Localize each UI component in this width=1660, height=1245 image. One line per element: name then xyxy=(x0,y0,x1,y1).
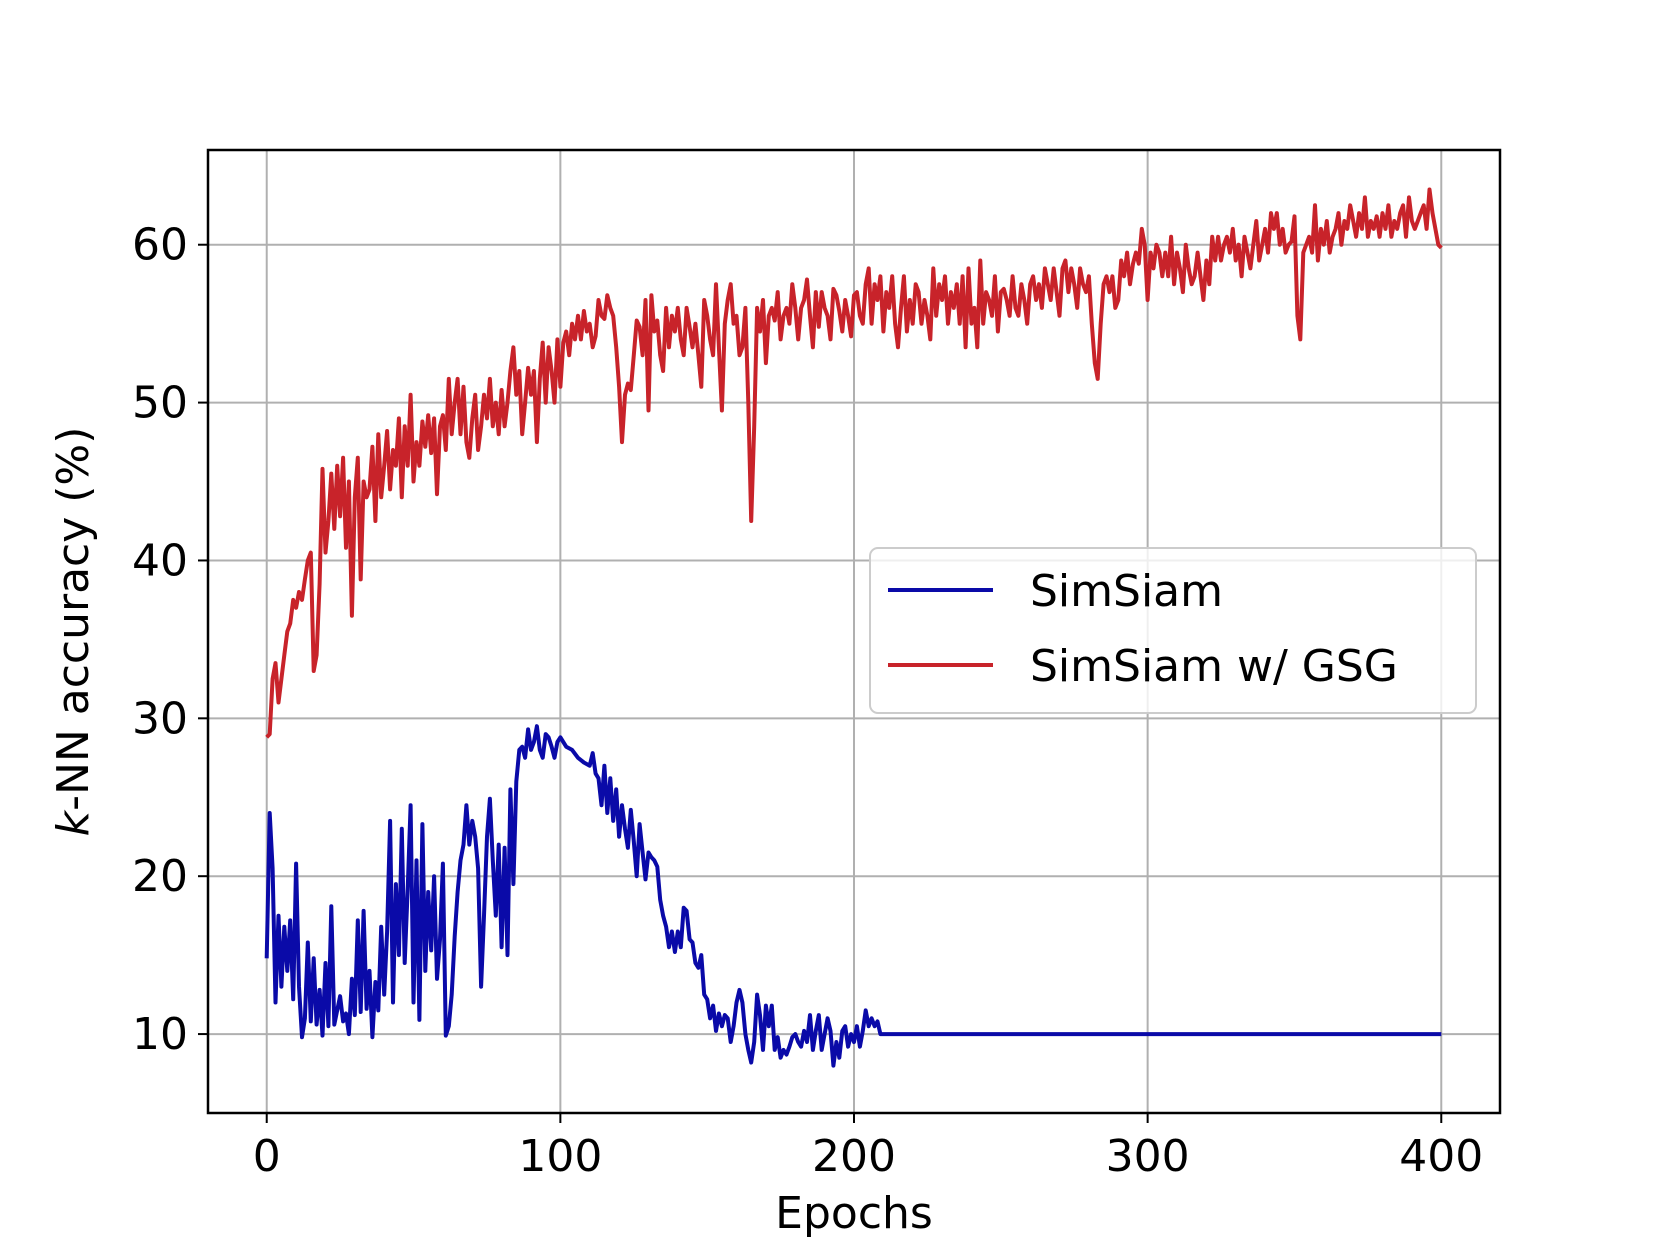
series-line-simsiam-gsg xyxy=(265,187,1443,739)
y-axis-label-rest: -NN accuracy (%) xyxy=(48,427,99,811)
y-tick-label: 30 xyxy=(132,693,188,744)
x-axis-ticks: 0 100 200 300 400 xyxy=(253,1113,1483,1182)
x-tick-label: 300 xyxy=(1106,1131,1190,1182)
x-tick-label: 200 xyxy=(812,1131,896,1182)
x-tick-label: 400 xyxy=(1399,1131,1483,1182)
series-lines xyxy=(264,187,1443,1068)
x-tick-label: 0 xyxy=(253,1131,281,1182)
x-tick-label: 100 xyxy=(518,1131,602,1182)
y-tick-label: 10 xyxy=(132,1009,188,1060)
y-axis-label-italic: k xyxy=(48,809,99,836)
legend-label-simsiam-gsg: SimSiam w/ GSG xyxy=(1030,641,1398,692)
legend-box xyxy=(869,547,1477,714)
y-axis-label: k-NN accuracy (%) xyxy=(48,427,99,837)
y-tick-label: 40 xyxy=(132,535,188,586)
legend: SimSiam SimSiam w/ GSG xyxy=(869,547,1477,714)
y-axis-ticks: 10 20 30 40 50 60 xyxy=(132,220,208,1060)
y-tick-label: 20 xyxy=(132,851,188,902)
y-tick-label: 60 xyxy=(132,220,188,271)
series-line-simsiam xyxy=(264,724,1442,1068)
y-tick-label: 50 xyxy=(132,378,188,429)
legend-label-simsiam: SimSiam xyxy=(1030,566,1223,617)
x-axis-label: Epochs xyxy=(775,1188,933,1239)
